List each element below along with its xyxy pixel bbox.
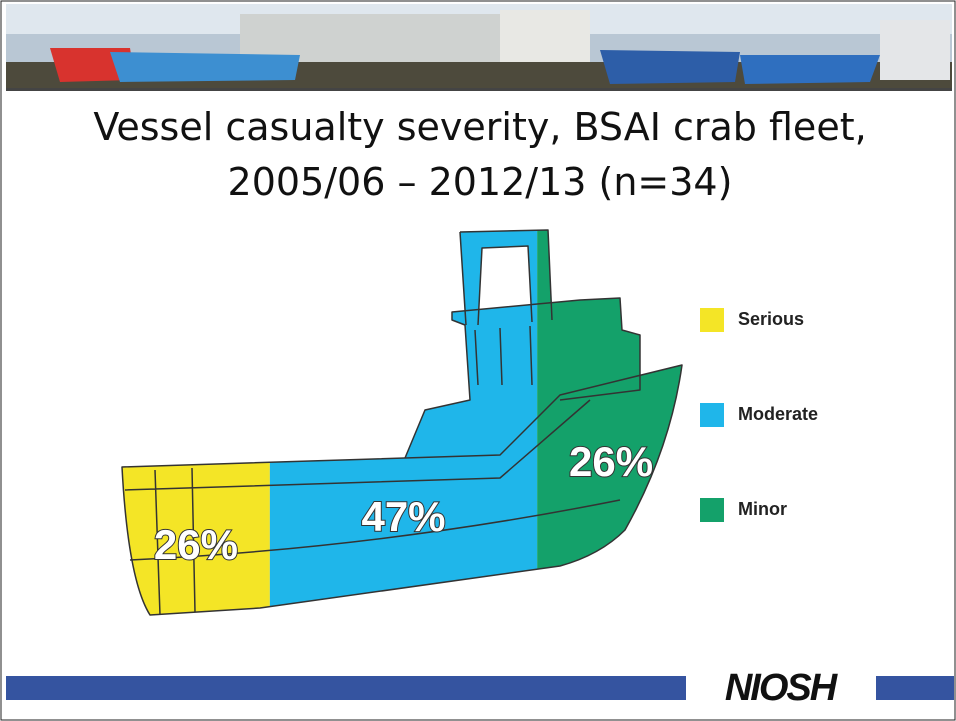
legend-label: Minor: [738, 499, 787, 519]
legend: Serious Moderate Minor: [700, 308, 818, 522]
banner-photo: [6, 4, 952, 91]
footer-bar: [876, 676, 954, 700]
footer-bar: [6, 676, 686, 700]
chart-title: 2005/06 – 2012/13 (n=34): [228, 160, 733, 204]
legend-swatch: [700, 403, 724, 427]
niosh-logo: NIOSH: [725, 667, 839, 709]
legend-swatch: [700, 308, 724, 332]
value-label: 26%: [569, 438, 653, 485]
legend-swatch: [700, 498, 724, 522]
chart-title: Vessel casualty severity, BSAI crab flee…: [93, 105, 866, 149]
value-labels: 26% 47% 26%: [153, 437, 654, 569]
value-label: 47%: [361, 493, 445, 540]
legend-label: Serious: [738, 309, 804, 329]
value-label: 26%: [154, 521, 238, 568]
boat-outline: [121, 229, 683, 616]
legend-label: Moderate: [738, 404, 818, 424]
